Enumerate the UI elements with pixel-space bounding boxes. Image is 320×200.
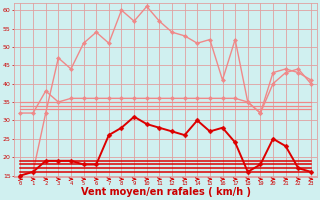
X-axis label: Vent moyen/en rafales ( km/h ): Vent moyen/en rafales ( km/h ) (81, 187, 251, 197)
